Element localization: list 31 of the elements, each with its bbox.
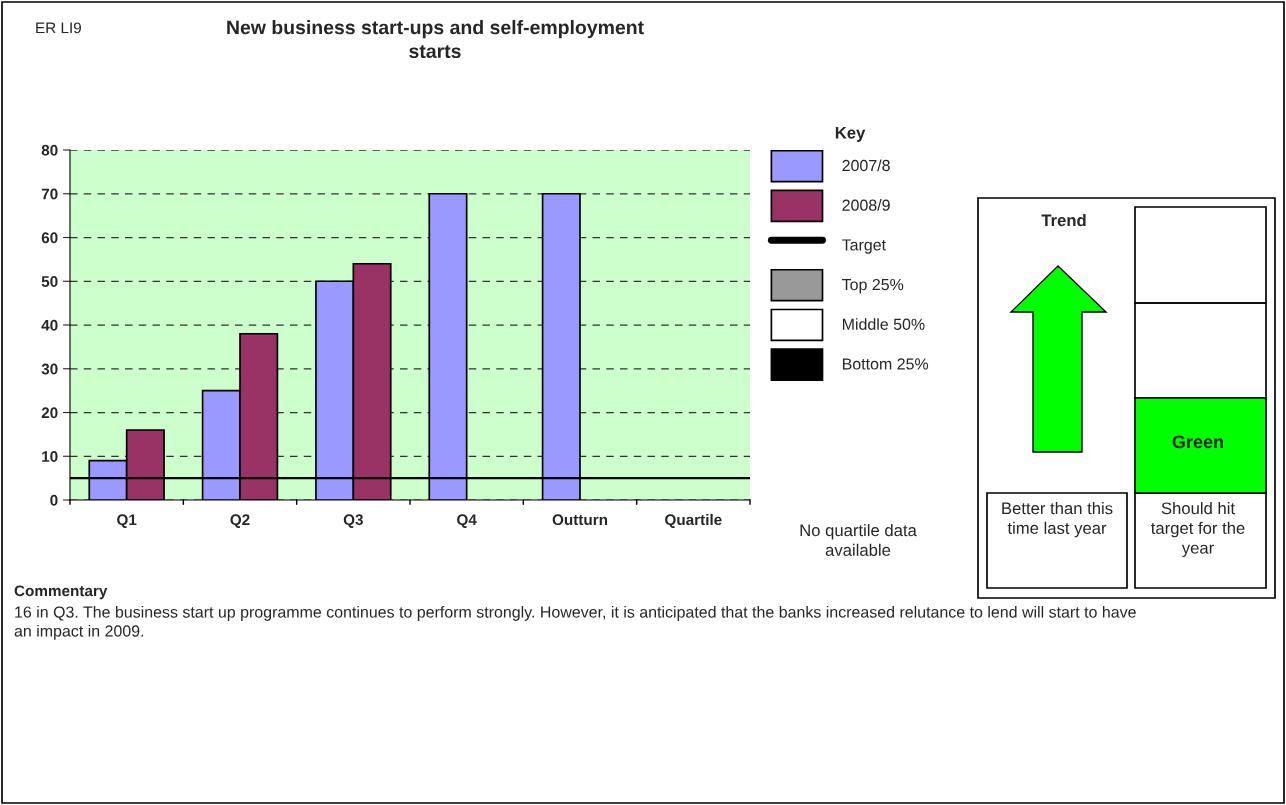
text: No quartile data available [800, 524, 917, 557]
y-tick-label: 10 [42, 451, 58, 462]
x-tick-label: Q3 [343, 514, 363, 528]
y-tick-label: 0 [50, 494, 58, 506]
y-tick-label: 20 [41, 407, 58, 419]
x-tick-label: Q2 [230, 514, 250, 528]
y-tick-label: 70 [41, 188, 58, 200]
text: ER LI9 [36, 22, 81, 34]
legend-label: Bottom 25% [842, 358, 929, 370]
legend-title: Key [835, 127, 866, 142]
text: Commentary [14, 585, 108, 600]
x-tick-label: Outturn [552, 514, 608, 526]
legend-label: Target [842, 239, 886, 254]
x-tick-label: Quartile [665, 513, 722, 528]
text: Better than this time last year [1002, 502, 1113, 538]
legend-label: Middle 50% [842, 318, 925, 330]
text: Should hit target for the year [1151, 502, 1245, 558]
x-tick-label: Q4 [457, 514, 477, 528]
y-tick-label: 50 [41, 276, 58, 287]
legend-label: 2007/8 [842, 159, 890, 172]
y-tick-label: 60 [41, 232, 58, 244]
legend-label: 2008/9 [842, 199, 890, 211]
y-tick-label: 40 [41, 319, 58, 331]
chart-title: New business start-ups and self-employment starts [227, 20, 644, 59]
y-tick-label: 30 [41, 363, 58, 375]
text: 16 in Q3. The business start up programme continues to perform strongly. However, it is anticipated that the banks increased relutance to lend will start to have an impact in 2009. [14, 606, 1136, 640]
y-tick-label: 80 [41, 144, 58, 156]
legend-label: Top 25% [842, 278, 904, 294]
text: Green [1172, 435, 1223, 449]
x-tick-label: Q1 [117, 514, 137, 528]
text: Trend [1041, 214, 1086, 227]
